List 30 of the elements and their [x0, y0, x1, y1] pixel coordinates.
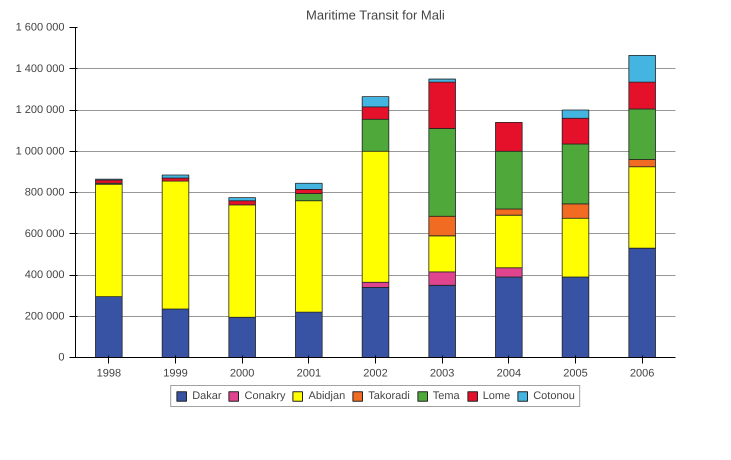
x-tick-label: 2005 — [563, 368, 588, 380]
legend-label: Lome — [482, 390, 510, 402]
legend-label: Dakar — [192, 390, 222, 402]
y-tick-label: 0 — [58, 352, 65, 364]
x-tick-label: 2000 — [230, 368, 254, 380]
y-tick-label: 800 000 — [24, 186, 65, 198]
y-tick-label: 400 000 — [24, 269, 65, 281]
bar — [362, 286, 390, 358]
y-tick-label: 1 600 000 — [16, 22, 64, 34]
x-tick-label: 2003 — [430, 368, 454, 380]
legend-label: Takoradi — [368, 390, 410, 402]
x-tick-label: 2001 — [296, 368, 322, 380]
legend-label: Tema — [432, 390, 460, 402]
y-tick-label: 200 000 — [24, 310, 65, 322]
y-tick-label: 1 200 000 — [16, 104, 64, 116]
legend-label: Conakry — [244, 390, 286, 402]
x-tick-label: 2002 — [363, 368, 388, 380]
bar — [162, 174, 190, 178]
y-tick-label: 1 400 000 — [16, 62, 64, 75]
y-tick-label: 1 000 000 — [16, 145, 64, 158]
bar — [295, 182, 323, 190]
x-tick-label: 1999 — [163, 368, 188, 380]
legend-label: Abidjan — [308, 390, 346, 402]
bar — [228, 197, 256, 202]
y-tick-label: 600 000 — [24, 228, 65, 240]
chart-title: Maritime Transit for Mali — [306, 8, 445, 22]
x-tick-label: 2004 — [496, 368, 522, 380]
legend-label: Cotonou — [533, 390, 575, 402]
x-tick-label: 2006 — [630, 368, 654, 380]
x-tick-label: 1998 — [96, 368, 122, 380]
